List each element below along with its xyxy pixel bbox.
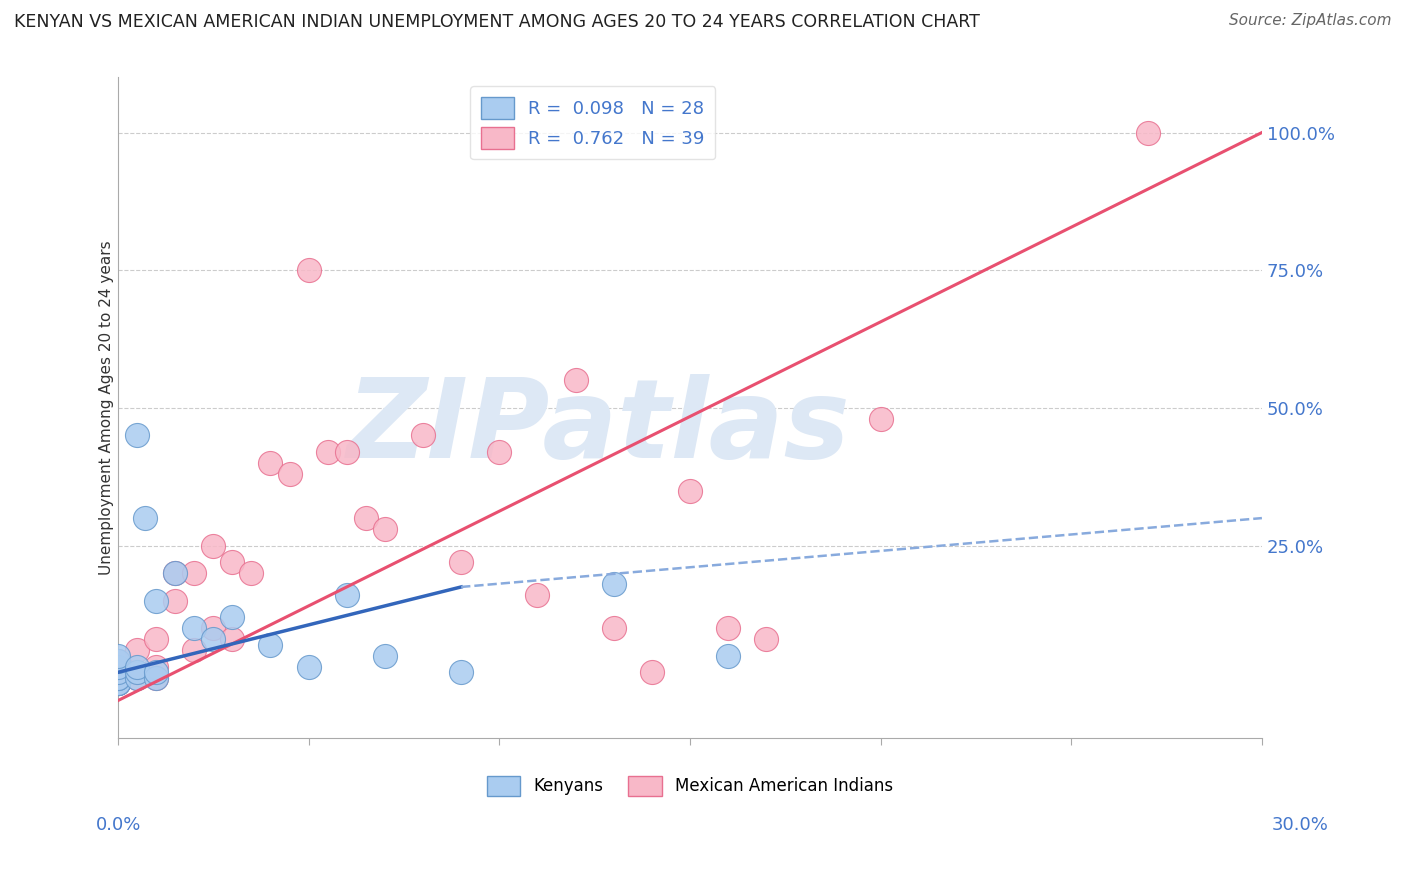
Point: [240, 566, 263, 581]
Point: [125, 671, 148, 685]
Point: [165, 593, 187, 607]
Point: [354, 511, 377, 525]
Point: [202, 539, 225, 553]
Point: [641, 665, 664, 680]
Point: [221, 610, 243, 624]
Point: [336, 588, 359, 602]
Point: [145, 632, 167, 647]
Point: [125, 671, 148, 685]
Point: [259, 638, 281, 652]
Point: [202, 632, 225, 647]
Point: [1136, 126, 1159, 140]
Point: [202, 621, 225, 635]
Point: [107, 654, 129, 668]
Point: [717, 648, 740, 663]
Point: [125, 660, 148, 674]
Point: [107, 676, 129, 690]
Point: [183, 621, 205, 635]
Point: [145, 665, 167, 680]
Point: [564, 373, 586, 387]
Point: [145, 593, 167, 607]
Point: [107, 671, 129, 685]
Legend: Kenyans, Mexican American Indians: Kenyans, Mexican American Indians: [479, 769, 900, 803]
Text: KENYAN VS MEXICAN AMERICAN INDIAN UNEMPLOYMENT AMONG AGES 20 TO 24 YEARS CORRELA: KENYAN VS MEXICAN AMERICAN INDIAN UNEMPL…: [14, 13, 980, 31]
Point: [602, 577, 624, 591]
Point: [221, 555, 243, 569]
Y-axis label: Unemployment Among Ages 20 to 24 years: Unemployment Among Ages 20 to 24 years: [100, 241, 114, 575]
Point: [717, 621, 740, 635]
Point: [374, 648, 396, 663]
Point: [183, 566, 205, 581]
Point: [145, 671, 167, 685]
Point: [125, 665, 148, 680]
Point: [869, 412, 891, 426]
Point: [107, 676, 129, 690]
Point: [107, 676, 129, 690]
Point: [412, 428, 434, 442]
Point: [107, 676, 129, 690]
Point: [107, 671, 129, 685]
Point: [107, 676, 129, 690]
Point: [755, 632, 778, 647]
Point: [107, 654, 129, 668]
Text: ZIPatlas: ZIPatlas: [346, 375, 851, 482]
Point: [259, 456, 281, 470]
Point: [374, 522, 396, 536]
Point: [221, 632, 243, 647]
Point: [125, 643, 148, 657]
Point: [278, 467, 301, 481]
Point: [107, 665, 129, 680]
Point: [316, 445, 339, 459]
Point: [336, 445, 359, 459]
Text: 0.0%: 0.0%: [96, 816, 141, 834]
Point: [145, 671, 167, 685]
Point: [165, 566, 187, 581]
Text: 30.0%: 30.0%: [1272, 816, 1329, 834]
Point: [125, 665, 148, 680]
Point: [488, 445, 510, 459]
Point: [145, 660, 167, 674]
Point: [107, 660, 129, 674]
Point: [165, 566, 187, 581]
Point: [526, 588, 548, 602]
Point: [298, 660, 321, 674]
Point: [107, 665, 129, 680]
Point: [125, 428, 148, 442]
Point: [107, 671, 129, 685]
Point: [450, 665, 472, 680]
Point: [450, 555, 472, 569]
Text: Source: ZipAtlas.com: Source: ZipAtlas.com: [1229, 13, 1392, 29]
Point: [107, 648, 129, 663]
Point: [602, 621, 624, 635]
Point: [298, 263, 321, 277]
Point: [679, 483, 702, 498]
Point: [183, 643, 205, 657]
Point: [134, 511, 156, 525]
